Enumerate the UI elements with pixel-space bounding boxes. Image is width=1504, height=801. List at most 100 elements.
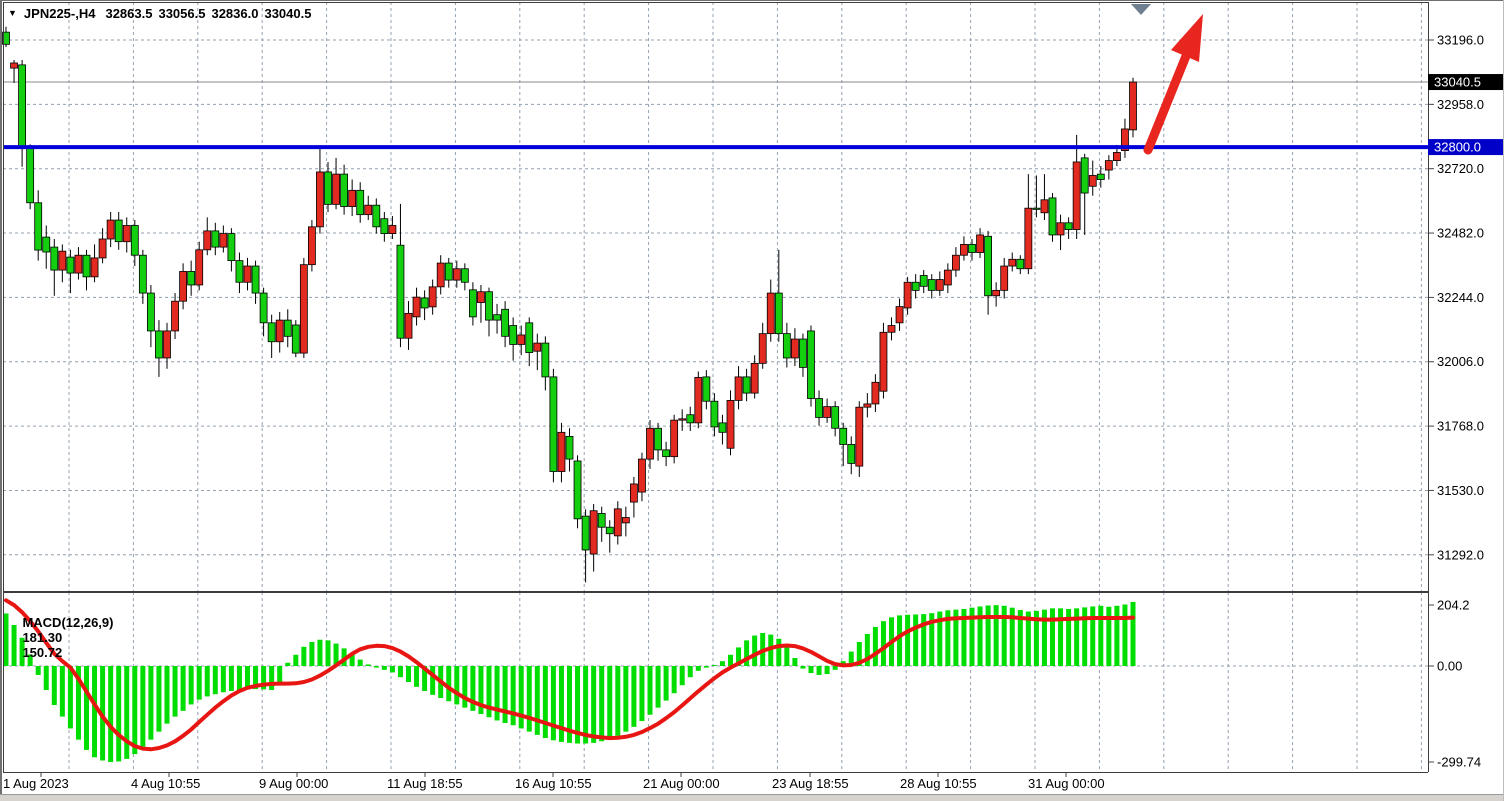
macd-axis-label: 204.2 — [1437, 598, 1470, 613]
panel-divider — [3, 591, 1428, 593]
candle-bullish — [871, 381, 880, 405]
candle-bearish — [291, 324, 300, 354]
candle-bearish — [155, 330, 163, 359]
candle-bullish — [74, 254, 83, 274]
macd-histogram-bar — [953, 609, 959, 666]
macd-histogram-bar — [140, 666, 146, 747]
macd-histogram-bar — [188, 666, 194, 705]
macd-histogram-bar — [921, 614, 927, 666]
candle-bearish — [251, 265, 260, 294]
macd-histogram-bar — [719, 661, 725, 666]
ohlc-low: 32836.0 — [211, 5, 259, 21]
candle-bearish — [839, 427, 848, 445]
candle-bearish — [468, 289, 477, 318]
macd-histogram-bar — [75, 666, 81, 740]
candle-bullish — [952, 254, 960, 271]
candle-bullish — [1088, 175, 1097, 187]
candle-bearish — [1032, 207, 1041, 210]
candle-bearish — [2, 31, 10, 45]
candle-bullish — [307, 226, 316, 266]
macd-histogram-bar — [1050, 608, 1055, 666]
candle-bullish — [630, 483, 638, 503]
candle-bullish — [887, 325, 896, 333]
candle-bullish — [1129, 81, 1137, 131]
macd-histogram-bar — [253, 666, 259, 690]
macd-histogram-bar — [961, 608, 967, 666]
macd-histogram-bar — [43, 666, 49, 691]
macd-histogram-bar — [381, 666, 387, 670]
macd-histogram-bar — [446, 666, 452, 702]
candle-bullish — [332, 173, 340, 205]
macd-histogram-bar — [1001, 605, 1007, 666]
candle-bearish — [742, 376, 751, 394]
candle-bullish — [879, 331, 888, 392]
candle-bearish — [831, 406, 840, 429]
candle-bullish — [694, 377, 703, 424]
macd-histogram-bar — [776, 638, 782, 666]
candle-bullish — [316, 171, 324, 228]
macd-indicator-label: MACD(12,26,9) 181.30 150.72 — [8, 600, 119, 675]
candle-bearish — [444, 262, 453, 281]
candle-bearish — [807, 330, 815, 399]
macd-histogram-bar — [164, 666, 170, 724]
time-axis-label: 23 Aug 18:55 — [772, 776, 849, 791]
candle-bullish — [976, 234, 984, 253]
candle-bearish — [460, 268, 469, 283]
candle-bearish — [380, 218, 389, 234]
candle-bullish — [388, 225, 397, 234]
macd-histogram-bar — [236, 666, 242, 691]
candle-bullish — [935, 279, 944, 291]
time-axis-label: 31 Aug 00:00 — [1028, 776, 1105, 791]
candle-bearish — [654, 427, 662, 451]
candle-bearish — [509, 325, 518, 345]
macd-histogram-bar — [277, 666, 283, 686]
candle-bearish — [541, 342, 550, 378]
macd-histogram-bar — [156, 666, 162, 732]
macd-histogram-bar — [639, 666, 645, 722]
time-axis: 1 Aug 2023 4 Aug 10:55 9 Aug 00:00 11 Aug 1… — [0, 776, 1504, 794]
macd-histogram-bar — [768, 634, 774, 666]
macd-histogram-bar — [373, 666, 379, 668]
candle-bearish — [66, 256, 75, 274]
macd-histogram-bar — [679, 666, 685, 686]
macd-histogram-bar — [1041, 609, 1047, 666]
candle-bearish — [501, 308, 510, 337]
candle-bearish — [235, 260, 244, 283]
ohlc-close: 33040.5 — [264, 5, 312, 21]
trend-arrow-head — [1171, 14, 1203, 62]
candle-bearish — [42, 236, 51, 253]
macd-histogram-bar — [1025, 611, 1031, 666]
candle-bullish — [90, 257, 99, 278]
macd-histogram-bar — [599, 666, 605, 742]
macd-histogram-bar — [744, 640, 750, 666]
candle-bullish — [855, 406, 864, 467]
candle-bullish — [734, 376, 743, 401]
candle-bullish — [428, 286, 437, 308]
symbol-dropdown-icon[interactable]: ▼ — [8, 8, 17, 18]
candle-bullish — [557, 431, 566, 472]
macd-histogram-bar — [269, 666, 275, 691]
macd-histogram-bar — [671, 666, 677, 694]
macd-histogram-bar — [808, 666, 814, 674]
price-axis-label: 31292.0 — [1437, 547, 1484, 562]
macd-histogram-bar — [687, 666, 693, 678]
macd-histogram-bar — [1017, 609, 1023, 666]
macd-histogram-bar — [333, 643, 339, 666]
candle-bearish — [565, 435, 574, 460]
macd-histogram-bar — [977, 606, 983, 666]
macd-histogram-bar — [430, 666, 436, 695]
macd-histogram-bar — [1066, 608, 1072, 666]
macd-histogram-bar — [462, 666, 468, 708]
macd-histogram-bar — [824, 666, 830, 675]
candle-bearish — [597, 513, 606, 528]
current-price-badge-text: 33040.5 — [1434, 75, 1481, 90]
ohlc-open: 32863.5 — [105, 5, 153, 21]
candle-bearish — [782, 333, 791, 359]
candle-bearish — [573, 460, 582, 520]
candle-bearish — [18, 64, 27, 149]
macd-histogram-bar — [220, 666, 226, 693]
macd-histogram-bar — [711, 665, 717, 667]
macd-axis-label: 0.00 — [1437, 659, 1462, 674]
